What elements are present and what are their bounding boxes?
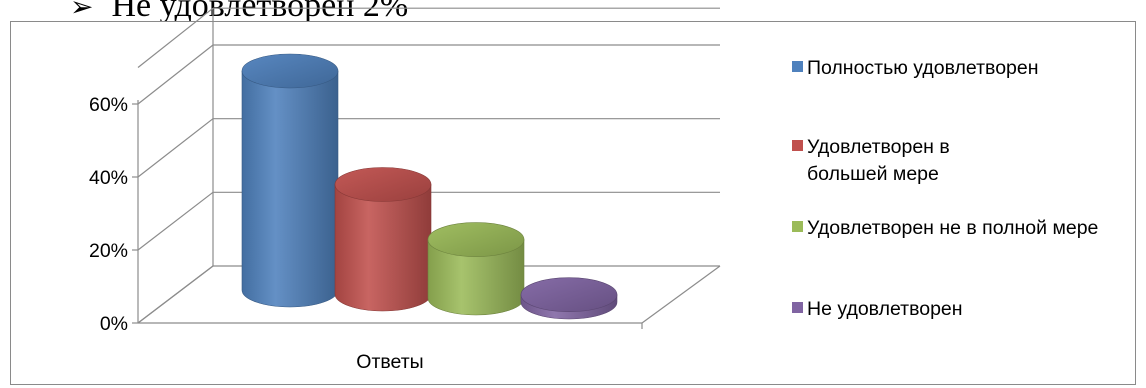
legend-swatch <box>792 140 803 151</box>
legend-item-partially-satisfied: Удовлетворен не в полной мере <box>792 215 1146 242</box>
arrow-bullet-icon: ➢ <box>70 0 94 23</box>
cylinder-top <box>520 277 618 313</box>
cylinder-top <box>334 167 432 202</box>
bars <box>241 53 618 320</box>
bar-1 <box>334 167 432 312</box>
legend-swatch <box>792 302 803 313</box>
category-label: Ответы <box>356 351 423 373</box>
legend-swatch <box>792 221 803 232</box>
cylinder-top <box>427 222 525 257</box>
legend-label: Полностью удовлетворен <box>807 57 1039 79</box>
bar-2 <box>427 222 525 316</box>
gridline-side <box>137 191 214 251</box>
y-tick-label: 40% <box>89 167 128 189</box>
bar-0 <box>241 53 339 308</box>
legend-item-not-satisfied: Не удовлетворен <box>792 296 1146 323</box>
heading-text: Не удовлетворен 2% <box>111 0 409 24</box>
floor-right-edge <box>641 265 721 324</box>
y-axis-ticks: 0% 20% 40% 60% <box>89 94 138 335</box>
legend-label: Удовлетворен не в полной мере <box>807 217 1099 239</box>
gridline-side <box>137 265 214 324</box>
cylinder-body <box>334 184 432 312</box>
y-tick-label: 0% <box>100 313 128 335</box>
legend-label: Удовлетворен в большей мере <box>807 136 950 185</box>
cylinder-body <box>241 70 339 308</box>
legend-label: Не удовлетворен <box>807 298 963 320</box>
document-heading: ➢ Не удовлетворен 2% <box>70 0 408 27</box>
legend-swatch <box>792 61 803 72</box>
gridline-side <box>137 44 214 105</box>
legend-item-fully-satisfied: Полностью удовлетворен <box>792 55 1146 82</box>
cylinder-top <box>241 53 339 89</box>
legend-item-mostly-satisfied: Удовлетворен в большей мере <box>792 134 977 188</box>
y-tick-label: 20% <box>89 240 128 262</box>
y-tick-label: 60% <box>89 94 128 116</box>
gridline-side <box>137 118 214 178</box>
chart-frame <box>10 21 1136 385</box>
bar-3 <box>520 277 618 320</box>
gridline-side <box>137 7 214 68</box>
